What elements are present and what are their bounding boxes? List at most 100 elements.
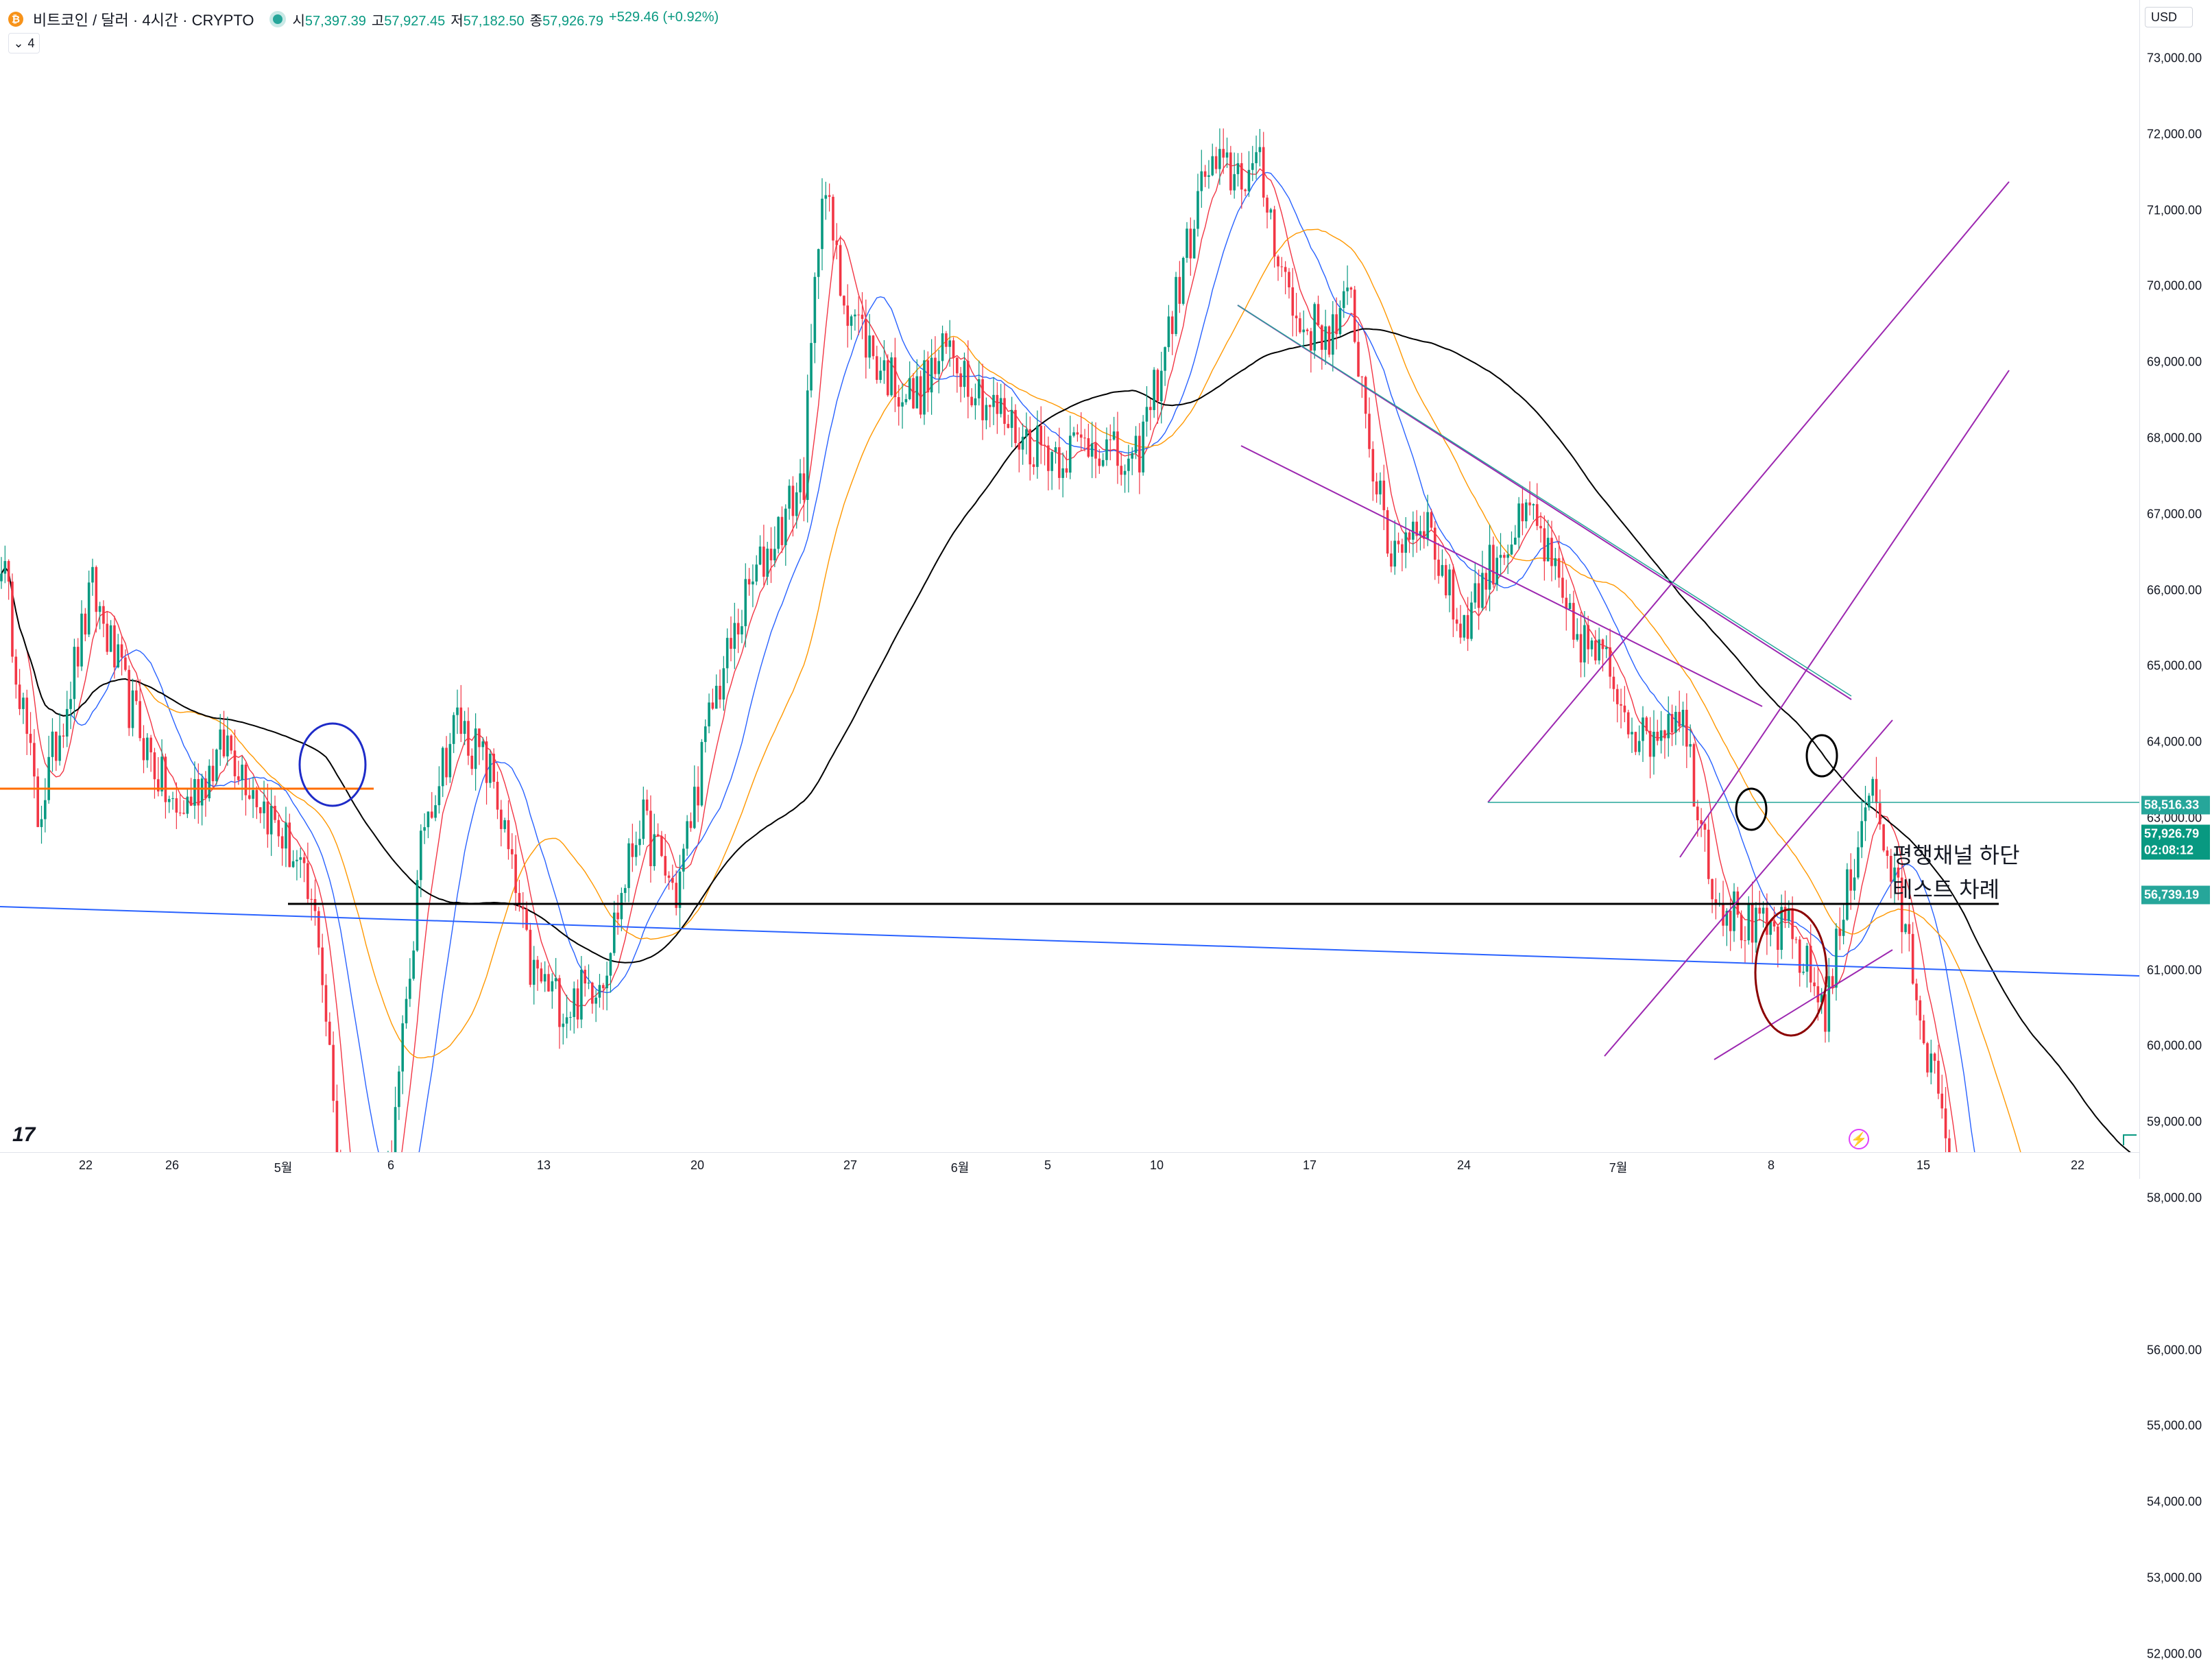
candle [3, 545, 7, 584]
candle [1477, 569, 1480, 630]
candle [915, 359, 919, 409]
triangle-upper-line[interactable] [1604, 719, 1893, 1057]
candle [1368, 397, 1371, 458]
candle [879, 357, 882, 383]
candle [700, 739, 704, 807]
candle [554, 957, 557, 990]
moving-average-200 [1, 328, 2131, 1152]
candle [1131, 447, 1133, 475]
candle [146, 733, 149, 768]
price-change: +529.46 (+0.92%) [609, 9, 719, 25]
candle [1386, 507, 1389, 558]
candle [1700, 808, 1703, 837]
candle [398, 1066, 400, 1121]
circle-marker-black-1[interactable] [1735, 787, 1768, 831]
candle [1915, 979, 1918, 1016]
candle [416, 870, 419, 953]
candle [678, 855, 682, 928]
candle [452, 712, 455, 754]
candle [1940, 1075, 1944, 1119]
candle [584, 966, 586, 997]
candle [835, 223, 839, 260]
time-axis[interactable]: 22 26 5월 6 13 20 27 6월 5 10 17 24 7월 8 15 22 [0, 1152, 2139, 1180]
candle [306, 842, 309, 904]
uptrend-line-b[interactable] [1679, 370, 2010, 858]
candle [1609, 628, 1611, 689]
triangle-lower-line[interactable] [1714, 949, 1893, 1060]
candle [1269, 208, 1273, 219]
candle [489, 750, 492, 788]
candle [36, 768, 39, 828]
candle [1879, 789, 1882, 830]
uptrend-line-a[interactable] [1487, 181, 2010, 803]
candle [996, 382, 999, 434]
scale-mark-icon[interactable] [2123, 1134, 2137, 1145]
teal-channel-line[interactable] [1237, 304, 1852, 697]
candle [1116, 411, 1119, 484]
candle [1321, 324, 1323, 370]
candle [1452, 564, 1455, 637]
candle [1302, 310, 1306, 348]
candle [741, 610, 743, 643]
currency-button[interactable]: USD [2145, 7, 2193, 27]
candle [1332, 301, 1334, 372]
time-tick-label: 20 [690, 1158, 705, 1172]
candle [1521, 486, 1524, 536]
candle [1083, 429, 1086, 452]
channel-lower-line[interactable] [1240, 445, 1763, 707]
candle [1820, 988, 1823, 1014]
chart-svg[interactable] [0, 0, 2139, 1152]
candle [1751, 881, 1754, 963]
candle [1244, 188, 1247, 197]
candle [926, 351, 930, 412]
candle [1561, 556, 1564, 604]
candle [1379, 472, 1382, 505]
candle [693, 765, 696, 829]
candle [1846, 863, 1849, 921]
interval-toggle-button[interactable]: ⌄ 4 [8, 33, 40, 53]
circle-marker-blue[interactable] [298, 722, 367, 807]
circle-marker-black-2[interactable] [1805, 734, 1838, 778]
candle [25, 689, 29, 756]
candle [788, 479, 791, 520]
candle [730, 616, 732, 662]
candle [76, 638, 80, 678]
candle [1510, 531, 1513, 555]
candle [29, 712, 32, 756]
candle [18, 669, 21, 715]
candle [1886, 846, 1889, 869]
candle [1229, 145, 1232, 195]
symbol-title[interactable]: 비트코인 / 달러 · 4시간 · CRYPTO [33, 12, 254, 29]
circle-marker-red[interactable] [1754, 908, 1828, 1037]
candle [1138, 422, 1141, 494]
tradingview-logo[interactable]: 17 [12, 1123, 36, 1146]
candle [1415, 510, 1418, 553]
candle [992, 377, 995, 425]
candle [547, 965, 550, 992]
candle [478, 728, 481, 765]
candle [1930, 1040, 1933, 1085]
candle [1342, 280, 1345, 318]
candle [149, 734, 152, 772]
bitcoin-icon[interactable]: ₿ [8, 12, 23, 27]
candle [302, 851, 306, 883]
candle [1412, 511, 1415, 558]
chart-canvas[interactable] [0, 0, 2139, 1152]
candle [1659, 710, 1663, 754]
price-axis[interactable]: 73,000.00 72,000.00 71,000.00 70,000.00 69,0… [2139, 0, 2212, 1660]
candle [612, 900, 616, 956]
candle [324, 974, 328, 1037]
candle [1524, 499, 1528, 529]
candle [1197, 174, 1199, 237]
price-tick-label: 52,000.00 [2147, 1647, 2202, 1661]
candle [87, 571, 91, 638]
candle [919, 370, 922, 419]
candle [204, 771, 207, 817]
candle [117, 634, 120, 669]
candle [813, 272, 817, 363]
candle [1678, 691, 1681, 732]
candle [923, 350, 926, 425]
long-trendline[interactable] [0, 906, 2139, 977]
flash-icon[interactable]: ⚡ [1849, 1129, 1869, 1149]
candle [496, 772, 499, 820]
